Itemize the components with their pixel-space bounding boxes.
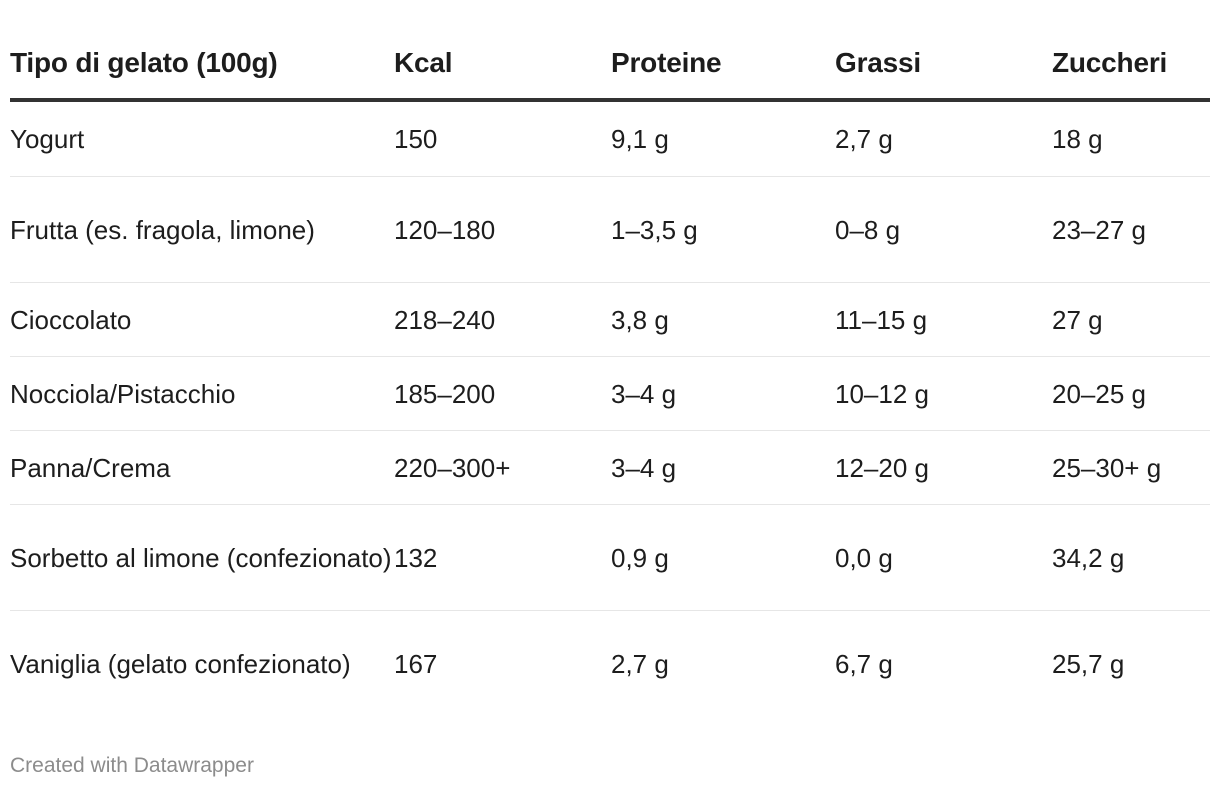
- cell-protein: 0,9 g: [611, 504, 835, 611]
- cell-type: Frutta (es. fragola, limone): [10, 176, 394, 283]
- cell-kcal: 150: [394, 100, 611, 177]
- column-header-sugar: Zuccheri: [1052, 28, 1210, 102]
- data-table-container: Tipo di gelato (100g) Kcal Proteine Gras…: [10, 28, 1210, 716]
- column-header-protein: Proteine: [611, 28, 835, 102]
- table-row: Sorbetto al limone (confezionato) 132 0,…: [10, 504, 1210, 611]
- cell-protein: 1–3,5 g: [611, 176, 835, 283]
- table-row: Panna/Crema 220–300+ 3–4 g 12–20 g 25–30…: [10, 430, 1210, 505]
- cell-sugar: 25–30+ g: [1052, 430, 1210, 505]
- cell-type: Sorbetto al limone (confezionato): [10, 504, 394, 611]
- cell-protein: 9,1 g: [611, 100, 835, 177]
- column-header-type: Tipo di gelato (100g): [10, 28, 394, 102]
- cell-protein: 3–4 g: [611, 430, 835, 505]
- cell-kcal: 120–180: [394, 176, 611, 283]
- column-header-kcal: Kcal: [394, 28, 611, 102]
- table-row: Vaniglia (gelato confezionato) 167 2,7 g…: [10, 611, 1210, 717]
- table-header-row: Tipo di gelato (100g) Kcal Proteine Gras…: [10, 28, 1210, 102]
- cell-protein: 3,8 g: [611, 282, 835, 357]
- cell-kcal: 185–200: [394, 356, 611, 431]
- cell-sugar: 27 g: [1052, 282, 1210, 357]
- table-row: Yogurt 150 9,1 g 2,7 g 18 g: [10, 100, 1210, 177]
- cell-kcal: 218–240: [394, 282, 611, 357]
- column-header-fat: Grassi: [835, 28, 1052, 102]
- table-row: Cioccolato 218–240 3,8 g 11–15 g 27 g: [10, 282, 1210, 357]
- nutrition-table: Tipo di gelato (100g) Kcal Proteine Gras…: [10, 28, 1210, 716]
- cell-sugar: 20–25 g: [1052, 356, 1210, 431]
- cell-fat: 10–12 g: [835, 356, 1052, 431]
- cell-type: Vaniglia (gelato confezionato): [10, 648, 351, 679]
- cell-fat: 6,7 g: [835, 648, 893, 679]
- cell-fat: 2,7 g: [835, 100, 1052, 177]
- table-row: Nocciola/Pistacchio 185–200 3–4 g 10–12 …: [10, 356, 1210, 431]
- cell-fat: 0–8 g: [835, 176, 1052, 283]
- cell-sugar: 25,7 g: [1052, 648, 1125, 679]
- cell-type: Panna/Crema: [10, 430, 394, 505]
- cell-sugar: 23–27 g: [1052, 176, 1210, 283]
- cell-fat: 11–15 g: [835, 282, 1052, 357]
- cell-protein: 3–4 g: [611, 356, 835, 431]
- cell-type: Cioccolato: [10, 282, 394, 357]
- cell-kcal: 220–300+: [394, 430, 611, 505]
- cell-fat: 0,0 g: [835, 504, 1052, 611]
- datawrapper-credit: Created with Datawrapper: [10, 754, 254, 777]
- cell-kcal: 167: [394, 648, 438, 679]
- cell-protein: 2,7 g: [611, 648, 669, 679]
- table-row: Frutta (es. fragola, limone) 120–180 1–3…: [10, 176, 1210, 283]
- cell-fat: 12–20 g: [835, 430, 1052, 505]
- cell-kcal: 132: [394, 504, 611, 611]
- cell-type: Nocciola/Pistacchio: [10, 356, 394, 431]
- cell-sugar: 34,2 g: [1052, 504, 1210, 611]
- cell-type: Yogurt: [10, 100, 394, 177]
- cell-sugar: 18 g: [1052, 100, 1210, 177]
